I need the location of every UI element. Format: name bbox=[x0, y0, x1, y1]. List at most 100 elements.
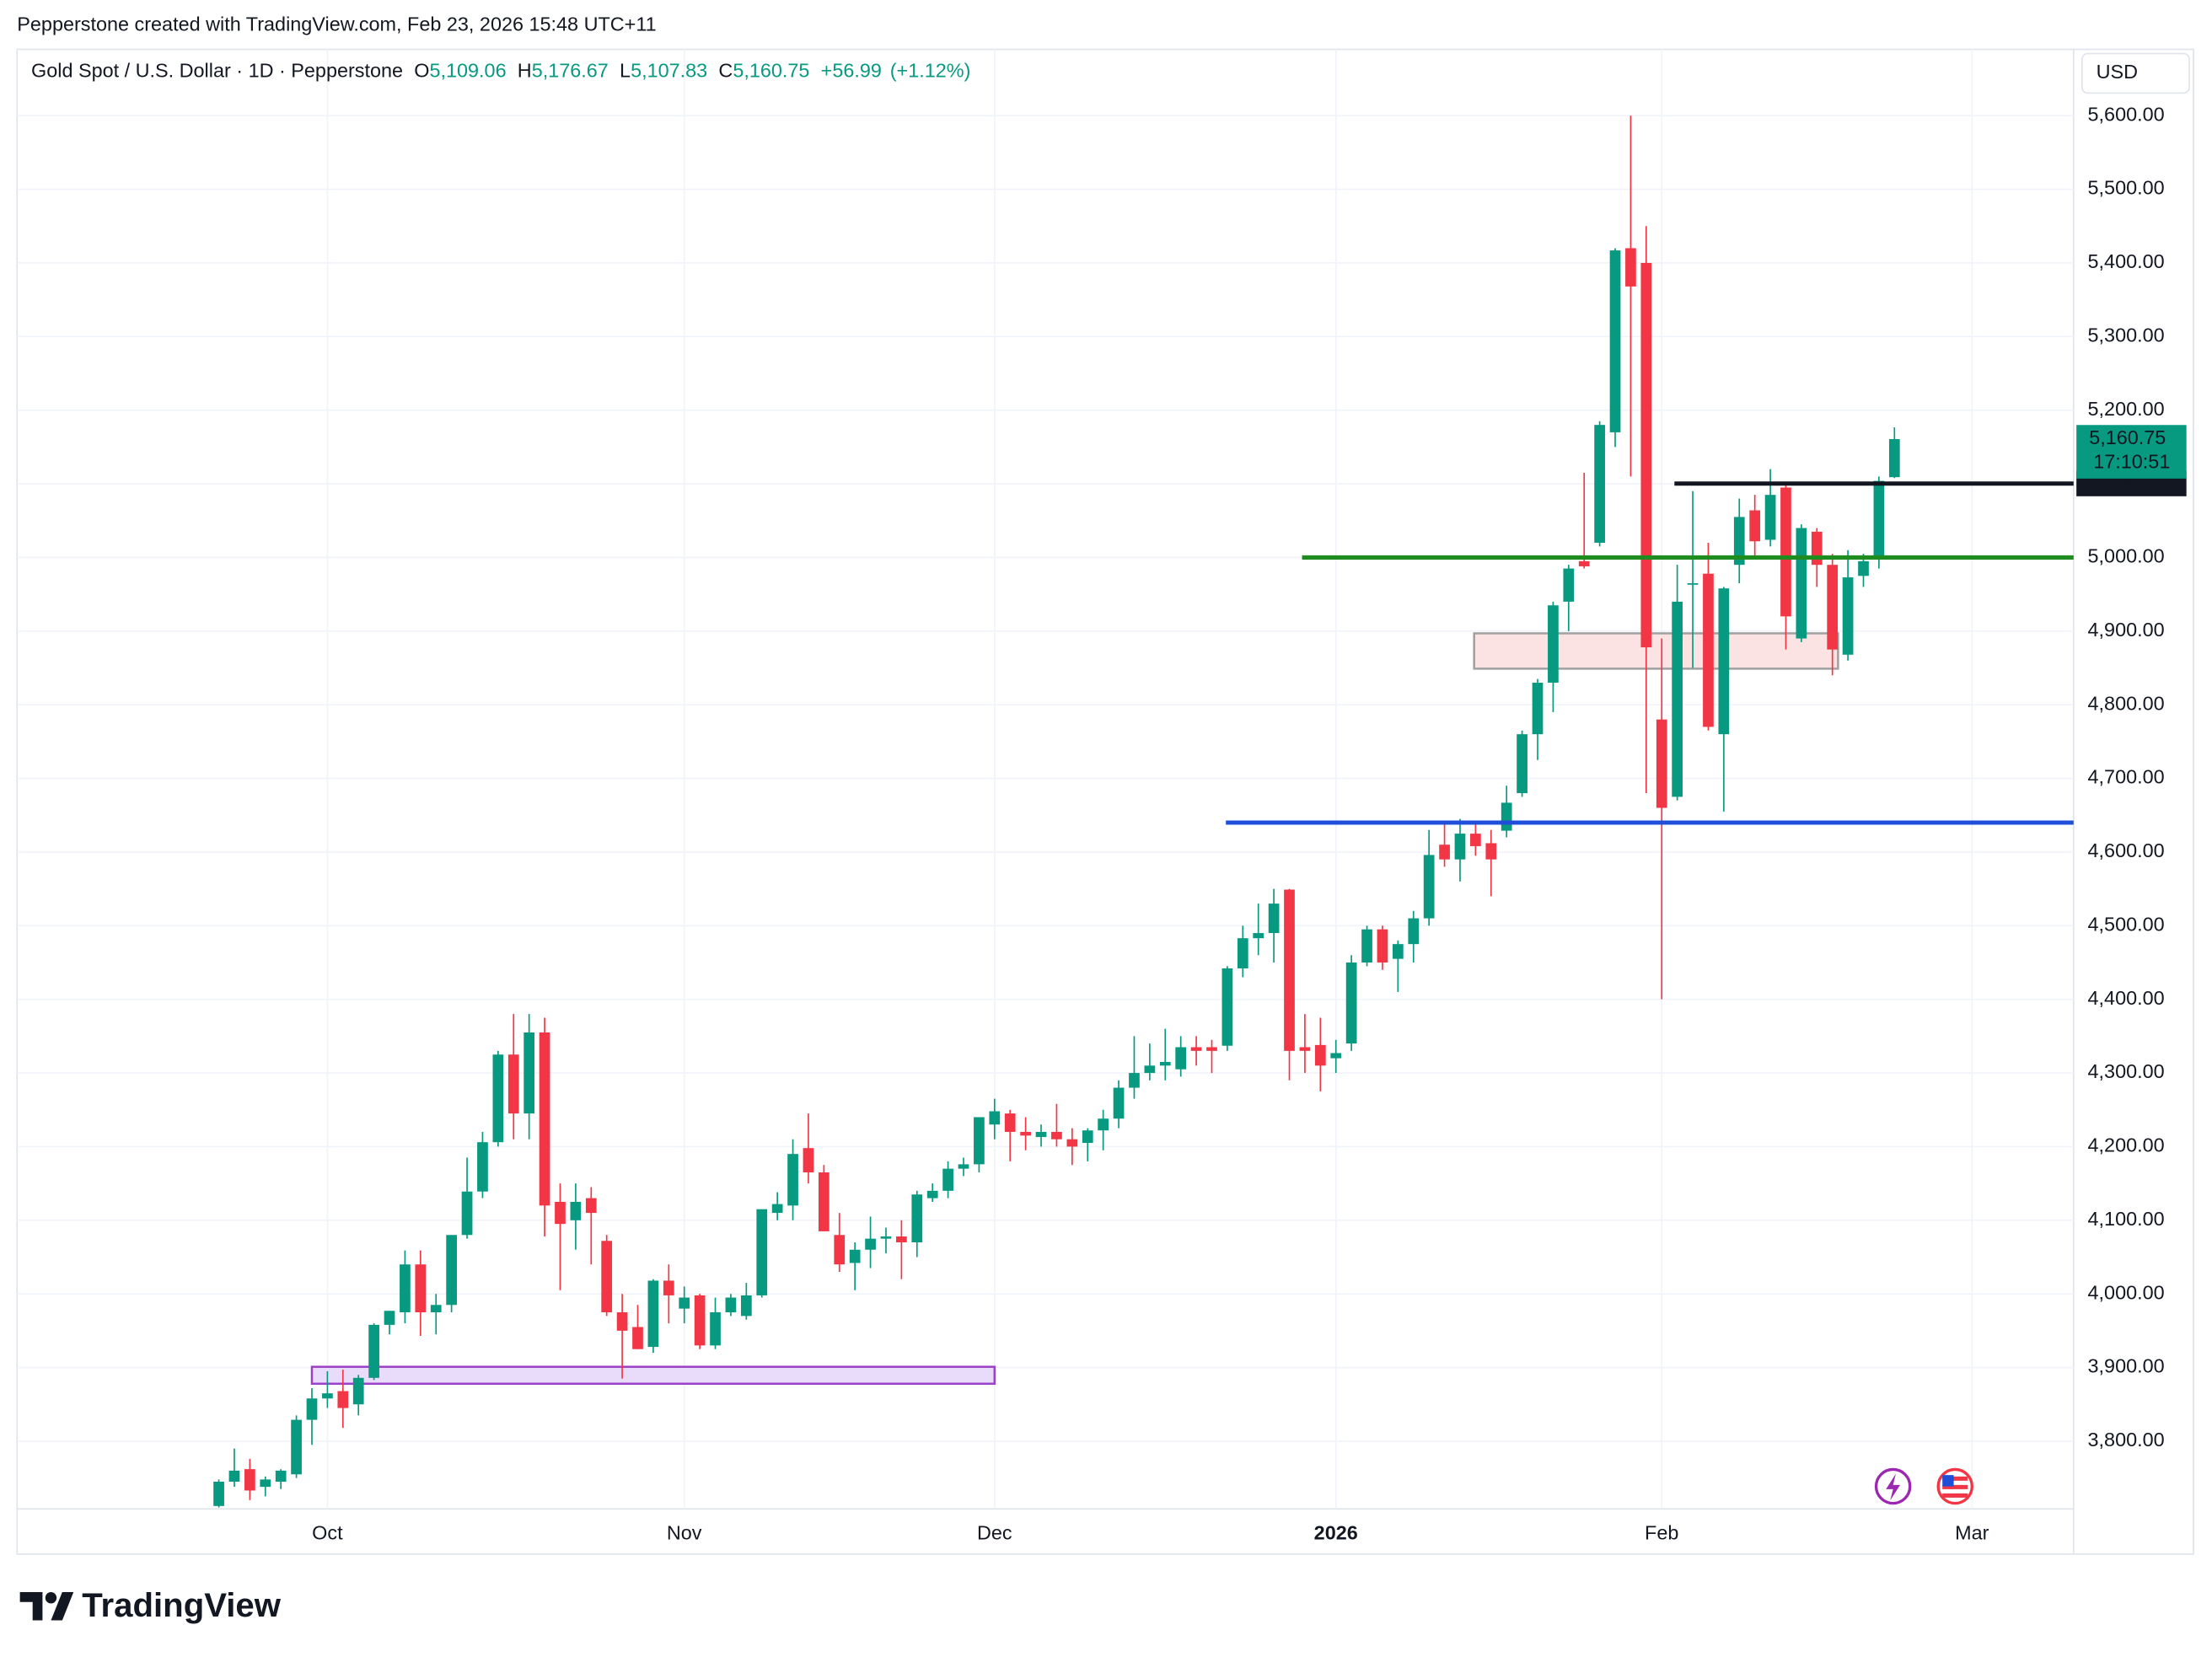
candle-body bbox=[787, 1154, 798, 1206]
y-tick-label: 5,300.00 bbox=[2088, 324, 2165, 346]
candle-body bbox=[849, 1249, 861, 1263]
y-tick-label: 5,000.00 bbox=[2088, 545, 2165, 567]
y-tick-label: 5,500.00 bbox=[2088, 177, 2165, 199]
candle-body bbox=[322, 1393, 333, 1399]
candle-body bbox=[1888, 438, 1900, 478]
zone bbox=[1473, 632, 1839, 670]
candle-body bbox=[1548, 605, 1559, 683]
x-tick-label: 2026 bbox=[1314, 1522, 1358, 1544]
candle-body bbox=[1082, 1130, 1093, 1144]
change: +56.99 bbox=[821, 60, 882, 82]
candle-body bbox=[1206, 1047, 1217, 1051]
logo-mark bbox=[19, 1592, 43, 1621]
bolt bbox=[1886, 1473, 1901, 1501]
change-percent: (+1.12%) bbox=[890, 60, 971, 82]
candle-body bbox=[1098, 1118, 1109, 1131]
candle-body bbox=[974, 1117, 985, 1165]
candle-body bbox=[1345, 962, 1357, 1044]
ohlc-value: 5,109.06 bbox=[429, 60, 506, 82]
candle-body bbox=[647, 1280, 659, 1348]
y-tick-label: 4,700.00 bbox=[2088, 766, 2165, 788]
x-tick-label: Nov bbox=[667, 1522, 702, 1544]
x-tick-label: Oct bbox=[312, 1522, 343, 1544]
candle-body bbox=[819, 1172, 830, 1231]
candle-body bbox=[1672, 601, 1683, 797]
candle-body bbox=[1733, 517, 1745, 566]
candle-body bbox=[803, 1148, 814, 1173]
logo-mark bbox=[51, 1592, 74, 1621]
candle-body bbox=[1594, 425, 1605, 543]
candle-body bbox=[228, 1470, 240, 1482]
candle-body bbox=[1796, 528, 1807, 639]
candle-body bbox=[368, 1324, 379, 1378]
candle-body bbox=[942, 1168, 953, 1191]
countdown: 17:10:51 bbox=[2093, 451, 2170, 473]
candle-body bbox=[1578, 560, 1590, 566]
y-tick-label: 4,500.00 bbox=[2088, 914, 2165, 936]
candle-body bbox=[958, 1164, 969, 1169]
candle-body bbox=[1330, 1053, 1342, 1059]
candle-body bbox=[1237, 938, 1248, 968]
brand: TradingView bbox=[82, 1586, 281, 1624]
candle-body bbox=[585, 1198, 597, 1214]
candle-body bbox=[1485, 843, 1497, 860]
candle-body bbox=[291, 1419, 302, 1475]
ohlc-name: H bbox=[518, 60, 532, 82]
candle-body bbox=[1113, 1087, 1125, 1119]
y-tick-label: 4,900.00 bbox=[2088, 619, 2165, 641]
candle-body bbox=[1703, 573, 1714, 727]
last-price-tag bbox=[2076, 425, 2187, 479]
zone bbox=[310, 1365, 996, 1386]
candle-body bbox=[1811, 531, 1823, 566]
candle-body bbox=[306, 1398, 318, 1420]
currency[interactable]: USD bbox=[2097, 61, 2138, 83]
candle-body bbox=[1749, 510, 1761, 542]
candle-body bbox=[1827, 565, 1839, 650]
brand-logo bbox=[19, 1592, 74, 1621]
candle-body bbox=[384, 1311, 395, 1325]
logo-mark bbox=[45, 1592, 57, 1604]
candle-body bbox=[492, 1054, 504, 1143]
candle-body bbox=[415, 1264, 427, 1313]
candle-body bbox=[1501, 802, 1512, 831]
candle-body bbox=[1020, 1131, 1031, 1136]
ohlc-name: O bbox=[414, 60, 429, 82]
currency-button[interactable] bbox=[2081, 52, 2190, 94]
candle-body bbox=[1423, 855, 1435, 919]
candle-body bbox=[880, 1236, 892, 1239]
symbol-title: Gold Spot / U.S. Dollar · 1D · Peppersto… bbox=[31, 60, 403, 82]
candle-body bbox=[989, 1111, 1001, 1125]
y-tick-label: 5,400.00 bbox=[2088, 250, 2165, 272]
candle-body bbox=[1004, 1113, 1016, 1132]
candle-body bbox=[1640, 262, 1652, 648]
attribution: Pepperstone created with TradingView.com… bbox=[17, 13, 656, 35]
candle-body bbox=[1051, 1131, 1062, 1140]
x-tick-label: Dec bbox=[977, 1522, 1012, 1544]
candle-body bbox=[430, 1305, 442, 1313]
candle-body bbox=[756, 1209, 768, 1295]
y-tick-label: 4,300.00 bbox=[2088, 1060, 2165, 1082]
candle-body bbox=[1517, 734, 1527, 794]
candle-body bbox=[1532, 682, 1544, 735]
plot-area: 3,800.00 3,900.00 4,000.00 4,100.00 4,200.00… bbox=[17, 49, 2165, 1544]
y-tick-label: 3,900.00 bbox=[2088, 1355, 2165, 1377]
ohlc-value: 5,160.75 bbox=[733, 60, 809, 82]
candle-body bbox=[771, 1204, 783, 1214]
flag-canton bbox=[1942, 1475, 1954, 1487]
candle-body bbox=[834, 1235, 846, 1265]
flag-stripe bbox=[1942, 1476, 1968, 1481]
candle-body bbox=[523, 1032, 535, 1114]
ohlc-name: L bbox=[620, 60, 631, 82]
ohlc-value: 5,107.83 bbox=[631, 60, 707, 82]
flag-stripe bbox=[1942, 1493, 1968, 1498]
candle-body bbox=[601, 1241, 613, 1313]
candle-body bbox=[663, 1280, 674, 1295]
candle-body bbox=[1470, 834, 1481, 846]
candle-body bbox=[740, 1295, 752, 1316]
candle-body bbox=[1687, 583, 1699, 585]
candle-body bbox=[865, 1238, 876, 1250]
ohlc-value: 5,176.67 bbox=[532, 60, 609, 82]
candle-body bbox=[1392, 944, 1404, 959]
candle-body bbox=[679, 1297, 690, 1309]
